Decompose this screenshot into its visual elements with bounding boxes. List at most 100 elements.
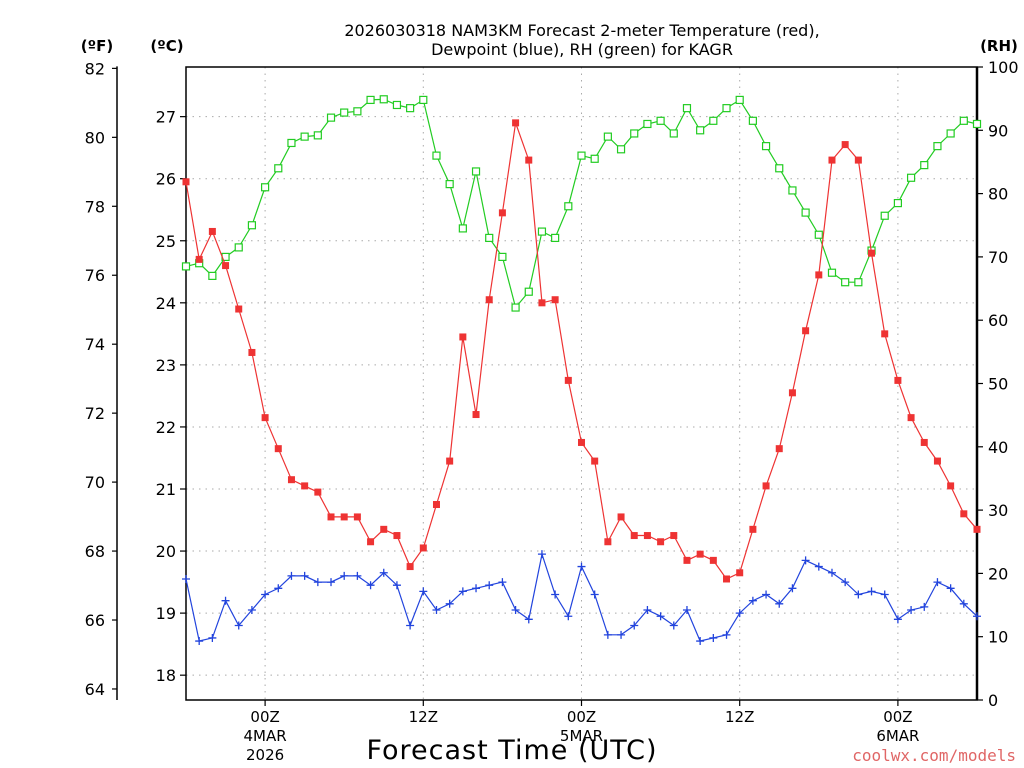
rh-point xyxy=(524,287,533,296)
temperature-point xyxy=(604,538,612,546)
celsius-tick-label: 18 xyxy=(156,666,176,685)
dewpoint-point xyxy=(261,590,270,599)
dewpoint-point xyxy=(920,602,929,611)
dewpoint-point xyxy=(537,550,546,559)
temperature-point xyxy=(788,389,796,397)
dewpoint-point xyxy=(366,581,375,590)
dewpoint-point xyxy=(722,630,731,639)
dewpoint-point xyxy=(340,571,349,580)
dewpoint-point xyxy=(419,587,428,596)
dewpoint-point xyxy=(841,578,850,587)
dewpoint-point xyxy=(893,615,902,624)
rh-point xyxy=(722,104,731,113)
rh-point xyxy=(682,104,692,113)
dewpoint-point xyxy=(247,606,256,615)
temperature-point xyxy=(525,156,533,164)
axes xyxy=(116,66,979,701)
time-tick-label: 00Z xyxy=(567,708,596,726)
rh-point xyxy=(854,278,863,287)
dewpoint-point xyxy=(300,571,309,580)
dewpoint-point xyxy=(208,633,217,642)
dewpoint-point xyxy=(630,621,639,630)
rh-point xyxy=(406,104,415,113)
dewpoint-point xyxy=(801,556,810,565)
year-label: 2026 xyxy=(246,746,284,764)
temperature-point xyxy=(367,538,375,546)
rh-series xyxy=(181,95,982,312)
temperature-point xyxy=(683,556,691,564)
temperature-point xyxy=(222,262,230,270)
rh-tick-label: 70 xyxy=(988,248,1008,267)
rh-point xyxy=(972,119,982,129)
temperature-point xyxy=(657,538,665,546)
rh-point xyxy=(735,95,744,105)
dewpoint-point xyxy=(472,584,481,593)
rh-point xyxy=(208,271,217,280)
rh-point xyxy=(656,116,665,125)
rh-tick-label: 20 xyxy=(988,564,1008,583)
fahrenheit-tick-label: 80 xyxy=(85,128,105,147)
rh-point xyxy=(933,142,942,151)
temperature-point xyxy=(868,249,876,257)
dewpoint-point xyxy=(946,584,955,593)
temperature-point xyxy=(340,513,348,521)
temperature-point xyxy=(446,457,454,465)
rh-tick-label: 30 xyxy=(988,501,1008,520)
rh-point xyxy=(906,173,916,182)
temperature-point xyxy=(235,305,243,313)
dewpoint-point xyxy=(458,587,467,596)
date-label: 6MAR xyxy=(876,727,919,745)
rh-point xyxy=(485,233,494,243)
rh-point xyxy=(379,95,388,104)
rh-point xyxy=(419,95,428,105)
dewpoint-point xyxy=(854,590,863,599)
dewpoint-point xyxy=(933,578,942,587)
temperature-point xyxy=(841,141,849,149)
temperature-point xyxy=(709,556,717,564)
rh-point xyxy=(577,151,586,160)
temperature-point xyxy=(973,525,981,533)
temperature-point xyxy=(327,513,335,521)
rh-point xyxy=(498,252,507,261)
dewpoint-point xyxy=(577,562,586,571)
fahrenheit-tick-label: 68 xyxy=(85,542,105,561)
dewpoint-point xyxy=(959,599,968,608)
temperature-point xyxy=(538,299,546,307)
temperature-point xyxy=(393,532,401,540)
date-label: 5MAR xyxy=(560,727,603,745)
fahrenheit-tick-label: 74 xyxy=(85,335,105,354)
temperature-point xyxy=(828,156,836,164)
temperature-point xyxy=(419,544,427,552)
temperature-point xyxy=(208,227,216,235)
temperature-point xyxy=(551,296,559,304)
rh-point xyxy=(801,208,810,217)
rh-point xyxy=(946,129,955,138)
rh-axis: 0 10 20 30 40 50 60 70 80 90 100 xyxy=(977,58,1019,710)
rh-point xyxy=(616,145,626,154)
temperature-point xyxy=(881,330,889,338)
temperature-point xyxy=(960,510,968,518)
rh-point xyxy=(841,278,850,287)
rh-point xyxy=(340,108,349,117)
temperature-point xyxy=(406,563,414,571)
dewpoint-point xyxy=(907,606,916,615)
temperature-series xyxy=(182,119,981,583)
time-tick-label: 12Z xyxy=(725,708,754,726)
rh-point xyxy=(748,116,757,125)
rh-tick-label: 60 xyxy=(988,311,1008,330)
rh-point xyxy=(445,180,454,189)
dewpoint-point xyxy=(564,612,573,621)
rh-point xyxy=(880,211,889,220)
rh-point xyxy=(709,116,718,125)
dewpoint-point xyxy=(696,637,705,646)
dewpoint-series xyxy=(182,550,981,646)
rh-point xyxy=(261,183,270,192)
dewpoint-point xyxy=(287,571,296,580)
dewpoint-point xyxy=(353,571,362,580)
rh-point xyxy=(603,132,612,141)
temperature-point xyxy=(564,376,572,384)
rh-point xyxy=(537,227,547,236)
dewpoint-point xyxy=(524,615,533,624)
temperature-point xyxy=(670,532,678,540)
